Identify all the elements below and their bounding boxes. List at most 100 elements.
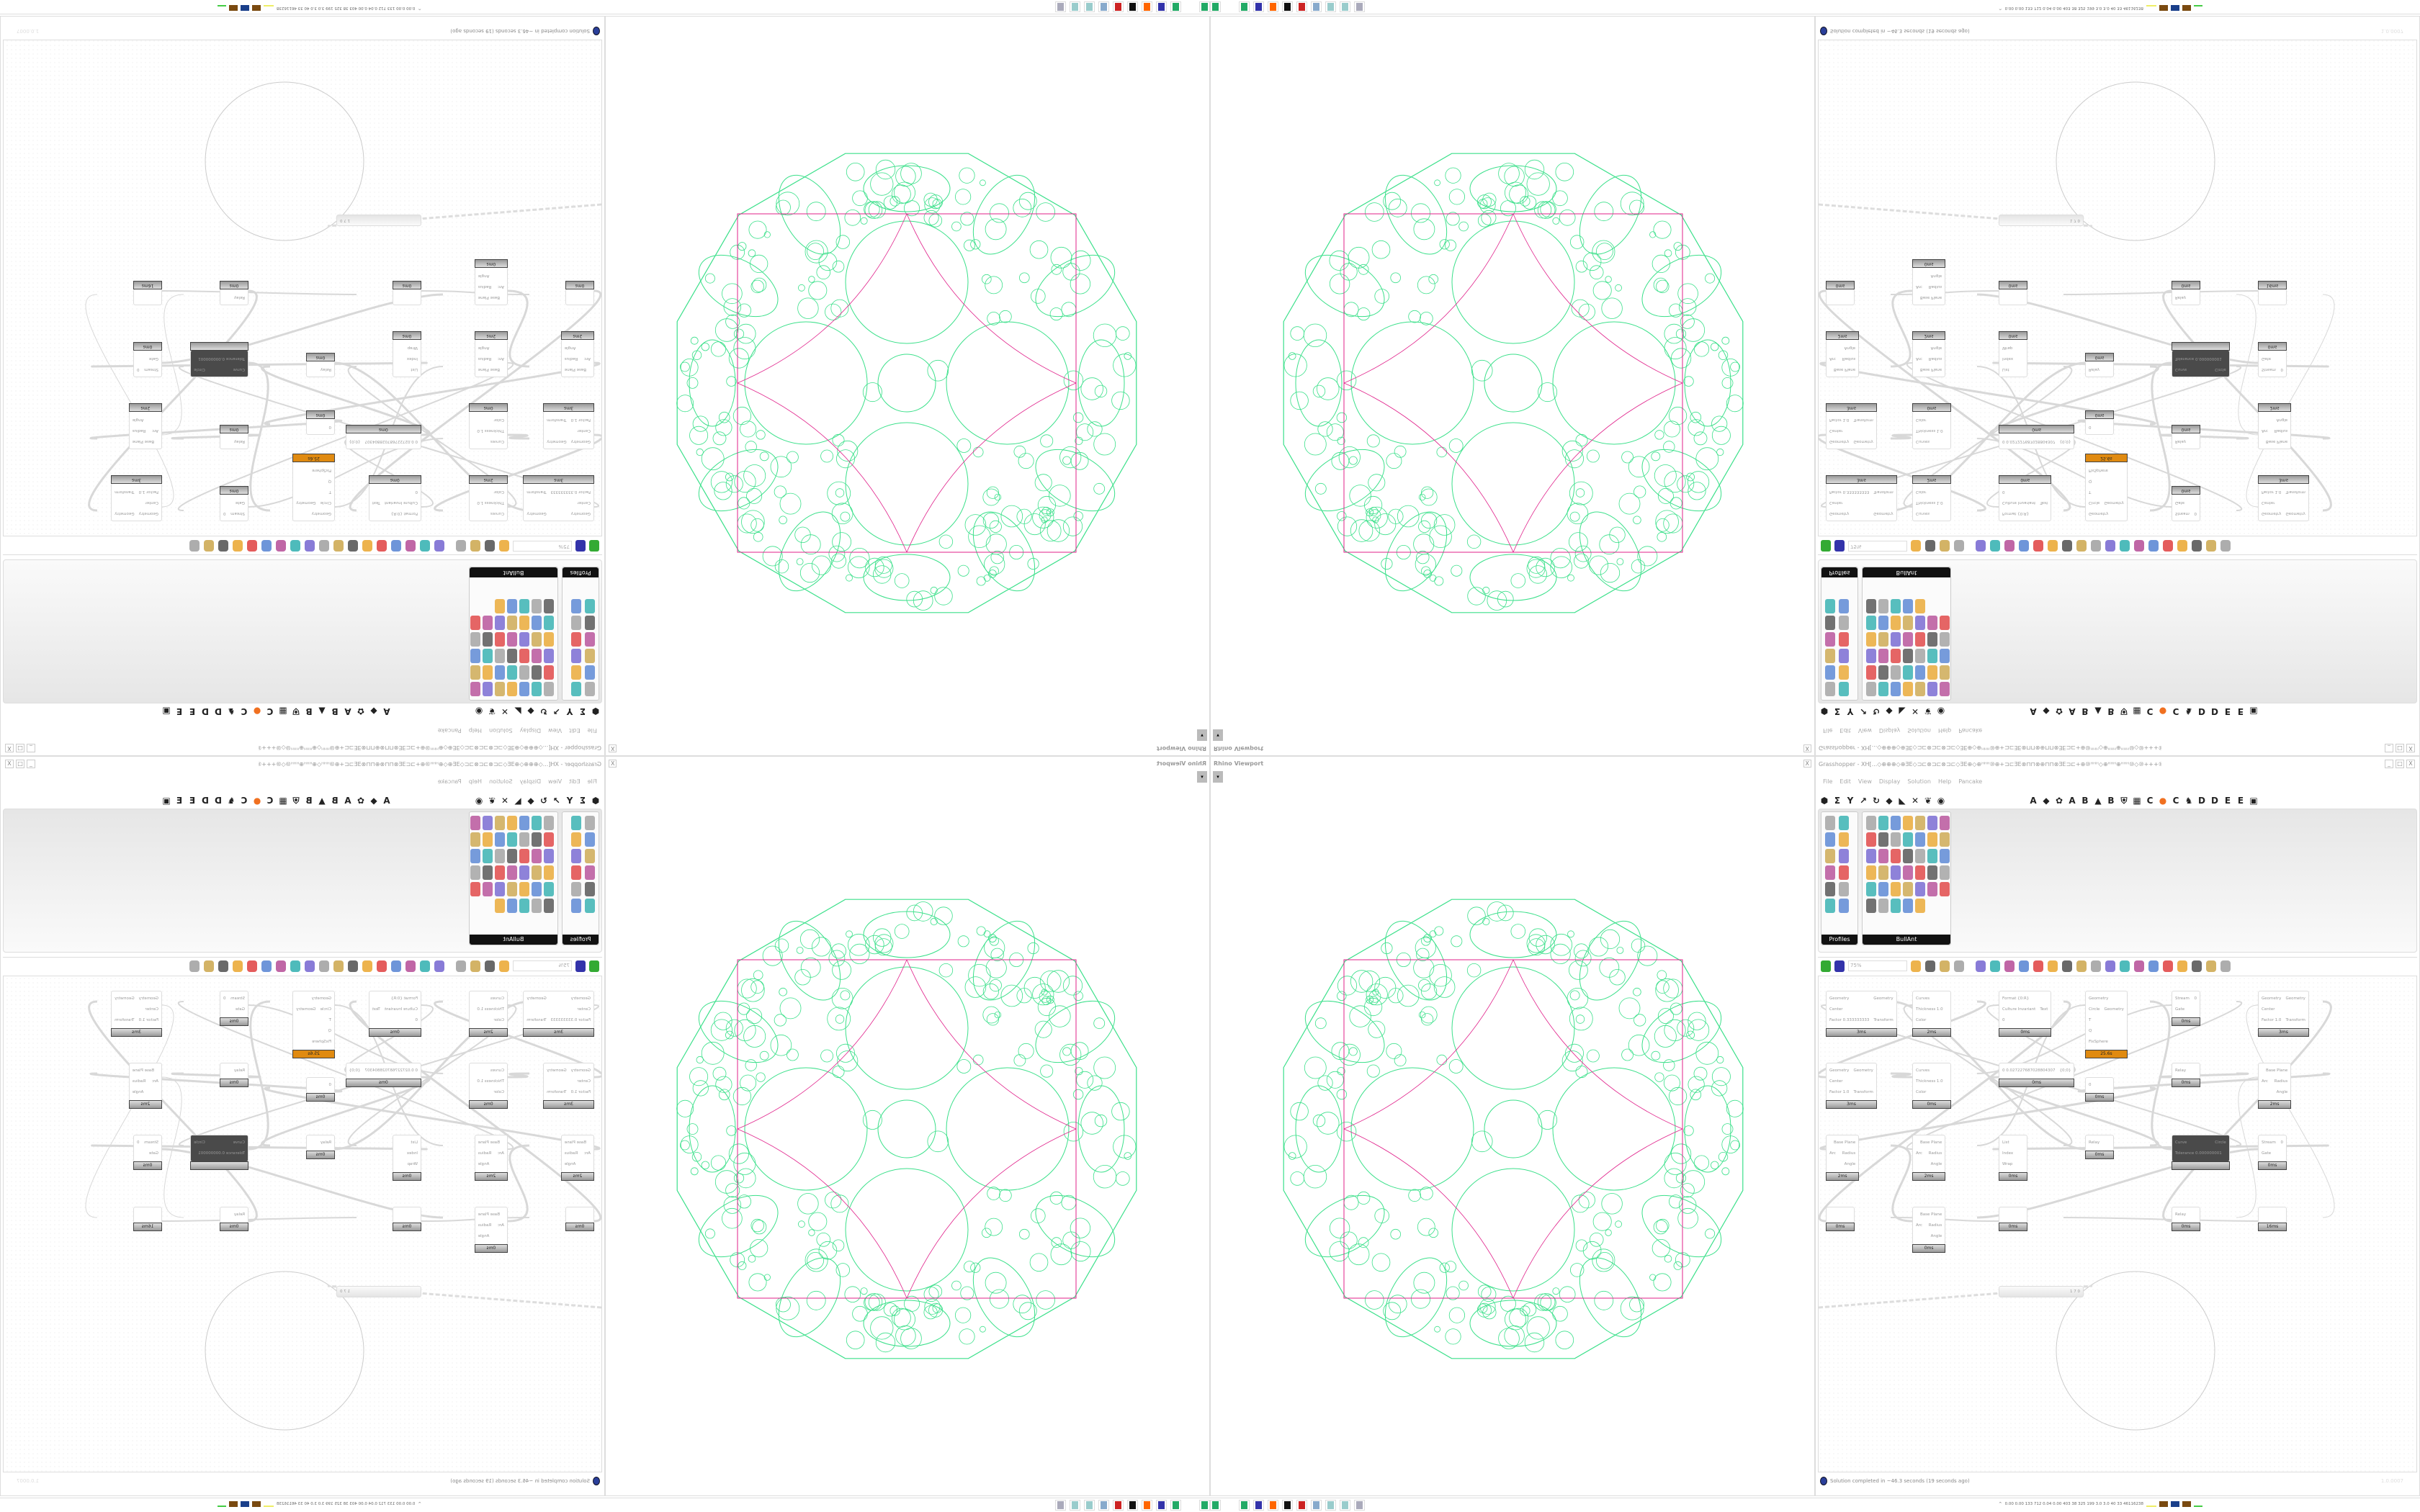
input-param[interactable]: 0 0.027227687028804307: [2002, 439, 2056, 444]
input-param[interactable]: Tolerance 0.000000001: [198, 356, 245, 361]
input-param[interactable]: 0 0.027227687028804307: [2002, 1068, 2056, 1073]
component-tab-icon[interactable]: A: [2030, 796, 2037, 806]
taskbar-app-icon[interactable]: [1311, 1500, 1322, 1511]
output-param[interactable]: {0;0}: [2059, 1068, 2071, 1073]
component-tab-icon[interactable]: ◉: [1937, 796, 1945, 806]
component-icon[interactable]: [519, 649, 529, 663]
output-param[interactable]: Base Plane: [132, 1068, 154, 1073]
component-icon[interactable]: [585, 682, 595, 696]
taskbar-app-icon[interactable]: [1340, 1500, 1350, 1511]
input-param[interactable]: Curves: [1916, 996, 1930, 1001]
input-param[interactable]: Arc: [2262, 1079, 2268, 1084]
component-tab-icon[interactable]: ▦: [2133, 796, 2141, 806]
component-tab-icon[interactable]: C: [266, 796, 274, 806]
output-param[interactable]: Transform: [1853, 1090, 1873, 1094]
component-icon[interactable]: [1866, 599, 1876, 613]
gh-component[interactable]: Curve Circle Tolerance 0.000000001: [2172, 1135, 2230, 1170]
input-param[interactable]: Thickness 1.0: [477, 428, 504, 433]
output-param[interactable]: Transform: [547, 1090, 567, 1094]
gh-component[interactable]: Geometry Geometry Center Factor 0.333333333…: [523, 991, 594, 1037]
input-param[interactable]: Arc: [498, 356, 504, 361]
gh-component[interactable]: 0ms: [393, 1207, 421, 1231]
component-tab-icon[interactable]: ◆: [370, 796, 377, 806]
component-icon[interactable]: [507, 816, 517, 830]
component-icon[interactable]: [1903, 849, 1913, 863]
gh-component[interactable]: 0 0.027227687028804307 {0;0} 0ms: [345, 425, 421, 449]
gh-component[interactable]: Format {0:R} Culture Invariant Text 0 0ms: [368, 475, 421, 521]
output-param[interactable]: Angle: [564, 1162, 576, 1166]
toolbar-icon[interactable]: [2105, 540, 2115, 552]
input-param[interactable]: Geometry: [570, 1068, 591, 1073]
save-icon[interactable]: [1834, 540, 1845, 552]
component-icon[interactable]: [519, 632, 529, 647]
output-param[interactable]: Base Plane: [1920, 1212, 1942, 1217]
output-param[interactable]: Radius: [1842, 356, 1856, 361]
gh-component[interactable]: Curve Circle Tolerance 0.000000001: [190, 1135, 248, 1170]
output-param[interactable]: Angle: [1844, 346, 1856, 350]
component-icon[interactable]: [1915, 632, 1925, 647]
component-icon[interactable]: [1866, 882, 1876, 896]
component-tab-icon[interactable]: C: [2146, 796, 2154, 806]
toolbar-icon[interactable]: [2076, 960, 2087, 972]
component-tab-icon[interactable]: E: [2224, 706, 2231, 716]
gh-component[interactable]: Format {0:R} Culture Invariant Text 0 0ms: [1999, 475, 2052, 521]
input-param[interactable]: Center: [2262, 500, 2275, 505]
input-param[interactable]: 0: [328, 425, 332, 429]
input-param[interactable]: Geometry: [2262, 996, 2282, 1001]
component-tab-icon[interactable]: ✿: [2055, 706, 2063, 716]
output-param[interactable]: Transform: [2285, 490, 2305, 494]
component-tab-icon[interactable]: ▣: [2249, 796, 2258, 806]
component-icon[interactable]: [571, 832, 581, 847]
input-param[interactable]: Arc: [584, 1151, 591, 1156]
toolbar-icon[interactable]: [420, 540, 430, 552]
gh-component[interactable]: Curves Thickness 1.0 Color 2ms: [469, 991, 508, 1037]
input-param[interactable]: Format {0:R}: [2002, 996, 2030, 1001]
toolbar-icon[interactable]: [189, 960, 200, 972]
toolbar-icon[interactable]: [377, 540, 387, 552]
input-param[interactable]: FixSphere: [312, 468, 331, 472]
taskbar-app-icon[interactable]: [1113, 1, 1124, 12]
component-icon[interactable]: [1915, 682, 1925, 696]
component-icon[interactable]: [1927, 616, 1937, 630]
output-param[interactable]: {0;0}: [2059, 439, 2071, 444]
maximize-button[interactable]: □: [2396, 760, 2404, 768]
input-param[interactable]: Factor 1.0: [138, 1018, 158, 1022]
component-tab-icon[interactable]: ♞: [227, 796, 236, 806]
toolbar-icon[interactable]: [2004, 960, 2015, 972]
component-tab-icon[interactable]: ▦: [2133, 706, 2141, 716]
toolbar-icon[interactable]: [1925, 960, 1935, 972]
gh-component[interactable]: Geometry Geometry Center Factor 1.0 Transfor…: [111, 475, 162, 521]
component-tab-icon[interactable]: ↗: [552, 706, 561, 716]
gh-component[interactable]: List Index Wrap 0ms: [393, 331, 421, 377]
component-tab-icon[interactable]: ◆: [2043, 796, 2050, 806]
toolbar-icon[interactable]: [2134, 960, 2144, 972]
component-icon[interactable]: [519, 665, 529, 680]
taskbar-app-icon[interactable]: [1325, 1, 1336, 12]
component-icon[interactable]: [1915, 599, 1925, 613]
output-param[interactable]: Radius: [1928, 284, 1942, 289]
toolbar-icon[interactable]: [362, 540, 372, 552]
gh-component[interactable]: 0 0ms: [306, 1077, 335, 1102]
component-icon[interactable]: [1891, 682, 1901, 696]
component-icon[interactable]: [532, 632, 542, 647]
input-param[interactable]: Center: [577, 1079, 591, 1084]
component-tab-icon[interactable]: ❦: [1924, 706, 1932, 716]
gh-component[interactable]: 0 0.027227687028804307 {0;0} 0ms: [1999, 1063, 2075, 1087]
component-tab-icon[interactable]: ◉: [475, 796, 483, 806]
toolbar-icon[interactable]: [2148, 960, 2159, 972]
input-param[interactable]: Thickness 1.0: [477, 500, 504, 505]
gh-component[interactable]: Relay 0ms: [2172, 281, 2200, 305]
taskbar-app-icon[interactable]: [1253, 1500, 1264, 1511]
component-icon[interactable]: [1839, 665, 1849, 680]
component-icon[interactable]: [1866, 682, 1876, 696]
component-icon[interactable]: [495, 816, 505, 830]
viewport-close-button[interactable]: X: [1803, 760, 1811, 768]
output-param[interactable]: Geometry: [296, 1007, 316, 1012]
input-param[interactable]: Q: [328, 1029, 331, 1033]
component-tab-icon[interactable]: ✿: [357, 796, 365, 806]
component-icon[interactable]: [1940, 665, 1950, 680]
gh-component[interactable]: 0 0ms: [2085, 1077, 2114, 1102]
component-icon[interactable]: [532, 899, 542, 913]
input-param[interactable]: Factor 1.0: [2262, 1018, 2282, 1022]
component-icon[interactable]: [470, 882, 480, 896]
